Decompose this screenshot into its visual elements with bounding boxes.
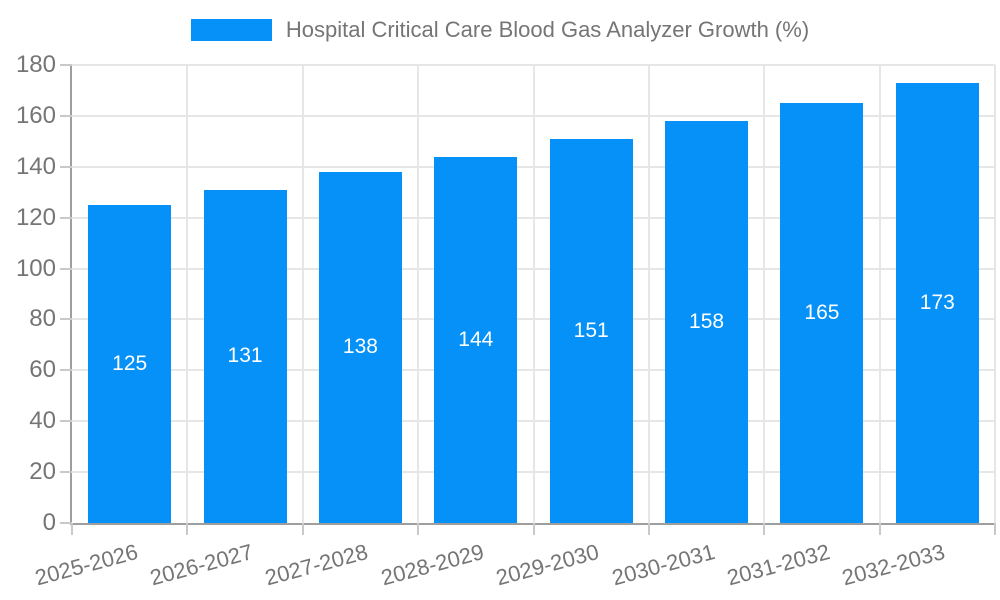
y-tick — [60, 64, 72, 66]
y-tick-label: 0 — [42, 509, 56, 536]
y-tick — [60, 420, 72, 423]
bar-value-label: 138 — [342, 335, 378, 359]
bar[interactable]: 151 — [549, 138, 633, 523]
bar-value-label: 173 — [919, 290, 955, 314]
y-tick — [60, 114, 72, 117]
x-tick — [417, 523, 420, 535]
y-tick-label: 120 — [15, 203, 56, 231]
x-tick — [71, 523, 73, 535]
y-tick — [60, 318, 72, 321]
bar[interactable]: 138 — [318, 171, 402, 523]
chart-legend[interactable]: Hospital Critical Care Blood Gas Analyze… — [0, 17, 1000, 43]
y-tick-label: 180 — [15, 51, 56, 78]
bar-value-label: 144 — [458, 327, 494, 351]
bar[interactable]: 173 — [895, 82, 979, 523]
v-gridline — [878, 65, 881, 523]
y-tick — [60, 522, 72, 524]
v-gridline — [763, 65, 766, 523]
y-tick-label: 60 — [29, 356, 56, 384]
bar-value-label: 158 — [689, 309, 725, 333]
y-tick-label: 20 — [29, 458, 56, 486]
y-axis-line — [70, 65, 72, 523]
v-gridline — [532, 65, 535, 523]
x-tick — [301, 523, 304, 535]
y-tick — [60, 216, 72, 219]
x-tick — [647, 523, 650, 535]
bar-value-label: 165 — [804, 301, 840, 325]
bar-value-label: 125 — [112, 351, 148, 375]
v-gridline — [994, 65, 996, 523]
bar[interactable]: 125 — [88, 204, 172, 523]
x-tick — [186, 523, 189, 535]
y-tick — [60, 369, 72, 372]
bar-value-label: 131 — [227, 344, 263, 368]
bar[interactable]: 131 — [203, 189, 287, 523]
v-gridline — [186, 65, 189, 523]
v-gridline — [647, 65, 650, 523]
v-gridline — [301, 65, 304, 523]
y-tick — [60, 267, 72, 270]
x-tick — [532, 523, 535, 535]
bar[interactable]: 158 — [665, 120, 749, 523]
v-gridline — [417, 65, 420, 523]
x-tick — [994, 523, 996, 535]
x-tick — [878, 523, 881, 535]
y-tick-label: 160 — [15, 101, 56, 129]
x-tick — [763, 523, 766, 535]
y-tick-label: 40 — [29, 407, 56, 435]
y-tick-label: 140 — [15, 152, 56, 180]
y-tick-label: 80 — [29, 305, 56, 333]
y-tick — [60, 471, 72, 474]
bar[interactable]: 144 — [434, 156, 518, 523]
legend-swatch — [190, 19, 272, 41]
bar-value-label: 151 — [573, 318, 609, 342]
y-tick — [60, 165, 72, 168]
bar[interactable]: 165 — [780, 103, 864, 523]
y-tick-label: 100 — [15, 254, 56, 282]
legend-label: Hospital Critical Care Blood Gas Analyze… — [285, 17, 810, 42]
plot-area: 0 20 40 60 80 100 120 140 160 180 125 131 138 144 151 1… — [16, 51, 996, 590]
